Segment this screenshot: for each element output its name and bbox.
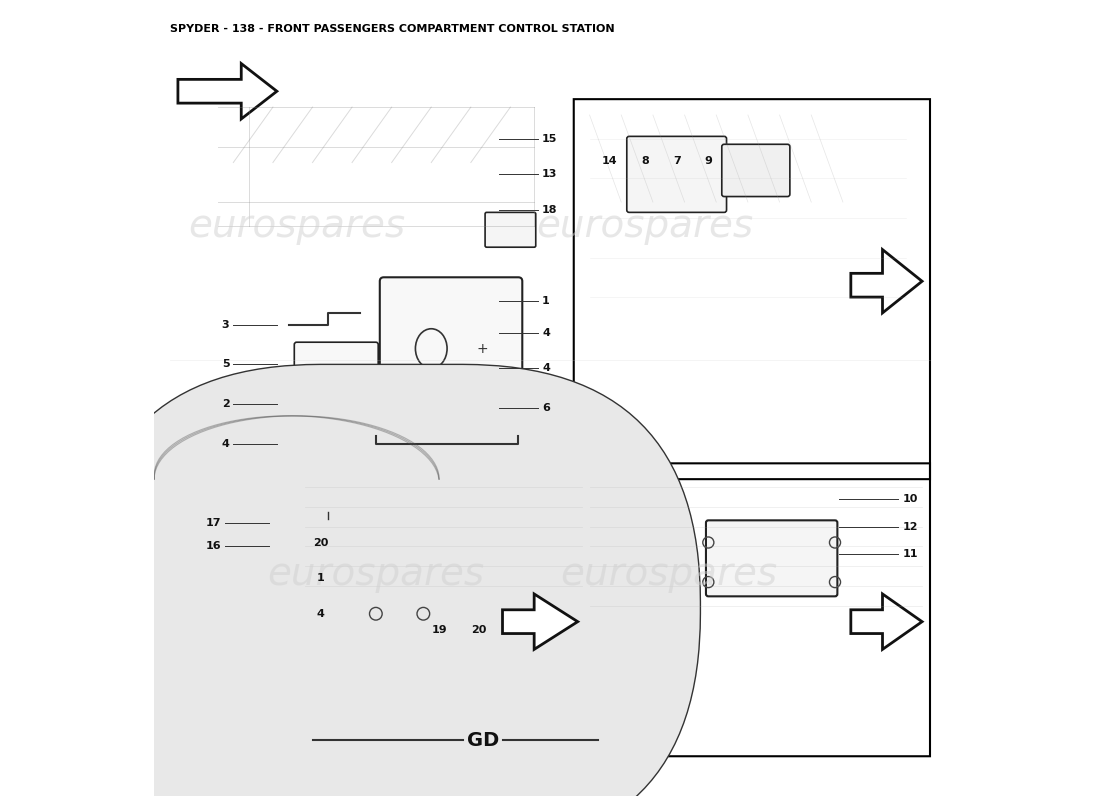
Text: eurospares: eurospares (188, 207, 405, 245)
FancyBboxPatch shape (485, 212, 536, 247)
Text: 17: 17 (206, 518, 221, 528)
Text: eurospares: eurospares (560, 555, 778, 593)
Text: 6: 6 (542, 403, 550, 413)
Text: 15: 15 (542, 134, 558, 144)
Text: 1: 1 (317, 573, 324, 583)
FancyBboxPatch shape (82, 364, 701, 800)
FancyBboxPatch shape (430, 402, 472, 438)
Text: 9: 9 (704, 157, 713, 166)
Text: 4: 4 (542, 328, 550, 338)
Text: 5: 5 (222, 359, 230, 370)
FancyBboxPatch shape (326, 505, 458, 604)
Text: +: + (477, 342, 488, 355)
Text: 8: 8 (641, 157, 649, 166)
Text: 11: 11 (902, 550, 917, 559)
Text: 16: 16 (206, 542, 221, 551)
Text: SPYDER - 138 - FRONT PASSENGERS COMPARTMENT CONTROL STATION: SPYDER - 138 - FRONT PASSENGERS COMPARTM… (170, 24, 615, 34)
Text: 4: 4 (317, 609, 324, 618)
Text: 12: 12 (902, 522, 917, 532)
FancyBboxPatch shape (379, 278, 522, 420)
FancyBboxPatch shape (706, 520, 837, 596)
Text: 4: 4 (221, 438, 230, 449)
Text: 3: 3 (222, 320, 230, 330)
FancyBboxPatch shape (295, 342, 378, 410)
Text: GD: GD (466, 731, 498, 750)
FancyBboxPatch shape (722, 144, 790, 197)
Text: 13: 13 (542, 170, 558, 179)
Text: 2: 2 (221, 399, 230, 409)
Text: 7: 7 (673, 157, 681, 166)
Text: 14: 14 (602, 157, 617, 166)
Text: 1: 1 (542, 296, 550, 306)
Polygon shape (503, 594, 578, 650)
Text: 18: 18 (542, 205, 558, 215)
Text: 20: 20 (471, 625, 486, 634)
FancyBboxPatch shape (627, 136, 726, 212)
Text: eurospares: eurospares (267, 555, 484, 593)
Polygon shape (178, 63, 277, 119)
Text: 20: 20 (312, 538, 328, 547)
Polygon shape (850, 594, 922, 650)
Polygon shape (850, 250, 922, 313)
FancyBboxPatch shape (374, 402, 425, 438)
Text: eurospares: eurospares (537, 207, 754, 245)
Text: 4: 4 (542, 363, 550, 374)
Text: 10: 10 (902, 494, 917, 504)
Text: 19: 19 (431, 625, 447, 634)
